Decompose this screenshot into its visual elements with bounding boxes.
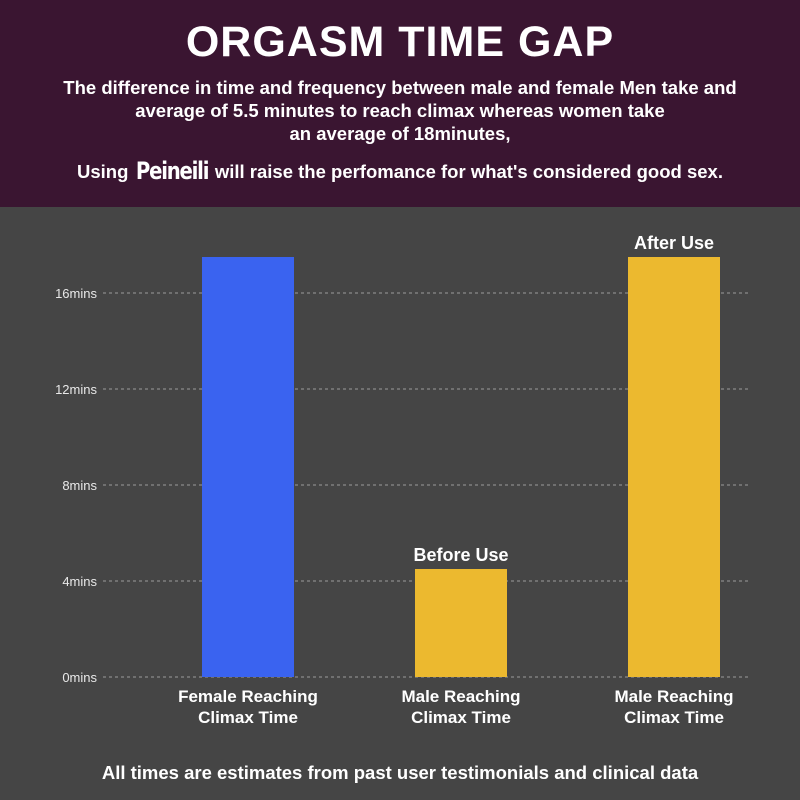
- brand-name: Peineili: [135, 157, 209, 185]
- using-line: Using Peineili will raise the perfomance…: [0, 158, 800, 185]
- y-tick-label: 12mins: [55, 382, 97, 397]
- y-tick-label: 0mins: [62, 670, 97, 685]
- footer-note: All times are estimates from past user t…: [101, 762, 699, 783]
- x-tick-label: Climax Time: [411, 708, 511, 727]
- using-suffix: will raise the perfomance for what's con…: [214, 161, 723, 182]
- bar: [202, 257, 294, 677]
- page-title: ORGASM TIME GAP: [185, 18, 615, 66]
- bar-data-label: After Use: [634, 233, 714, 253]
- description-line-1: The difference in time and frequency bet…: [63, 77, 737, 98]
- y-tick-label: 8mins: [62, 478, 97, 493]
- x-tick-label: Climax Time: [198, 708, 298, 727]
- x-tick-label: Male Reaching: [401, 687, 520, 706]
- bar-chart: 0mins 4mins 8mins 12mins 16mins Female Reachi…: [0, 207, 800, 737]
- using-prefix: Using: [77, 161, 129, 182]
- bar: [628, 257, 720, 677]
- description: The difference in time and frequency bet…: [20, 76, 780, 145]
- x-tick-label: Female Reaching: [178, 687, 318, 706]
- x-tick-label: Climax Time: [624, 708, 724, 727]
- y-tick-label: 16mins: [55, 286, 97, 301]
- bar-data-label: Before Use: [413, 545, 508, 565]
- bar: [415, 569, 507, 677]
- description-line-2: average of 5.5 minutes to reach climax w…: [135, 100, 665, 121]
- header-banner: ORGASM TIME GAP The difference in time a…: [0, 0, 800, 207]
- x-tick-label: Male Reaching: [614, 687, 733, 706]
- y-tick-label: 4mins: [62, 574, 97, 589]
- chart-svg: 0mins 4mins 8mins 12mins 16mins Female Reachi…: [55, 233, 748, 727]
- description-line-3: an average of 18minutes,: [289, 123, 511, 144]
